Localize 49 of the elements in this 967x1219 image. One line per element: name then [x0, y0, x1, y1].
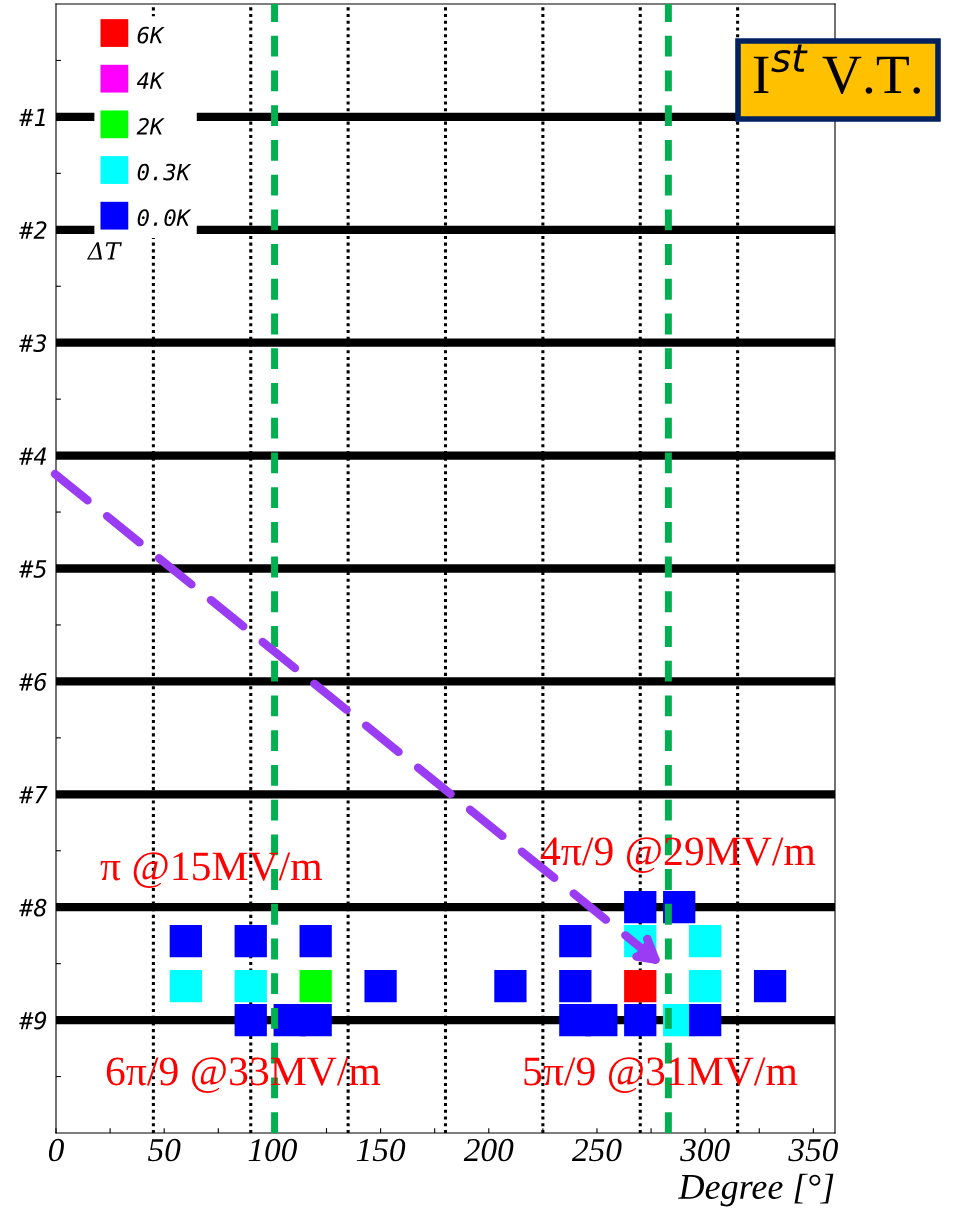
- point: [494, 970, 527, 1003]
- y-tick-label: #1: [19, 108, 45, 126]
- point: [234, 924, 267, 958]
- point: [299, 970, 332, 1003]
- y-tick-label: #7: [19, 786, 48, 804]
- annotation: 4π/9 @29MV/m: [540, 837, 816, 873]
- point: [624, 891, 657, 924]
- x-tick-label: 50: [148, 1138, 181, 1162]
- legend-label: 6K: [137, 26, 165, 44]
- y-tick-label: #4: [19, 447, 46, 465]
- x-tick-label: 150: [356, 1138, 406, 1162]
- x-tick-label: 350: [788, 1138, 838, 1162]
- x-tick-label: 0: [48, 1138, 64, 1162]
- legend-label: 0.0K: [137, 209, 192, 227]
- point: [689, 924, 722, 958]
- point: [299, 1003, 332, 1037]
- point: [753, 970, 787, 1003]
- x-tick-label: 100: [248, 1138, 297, 1162]
- y-tick-label: #9: [19, 1011, 47, 1030]
- point: [169, 924, 202, 958]
- annotation: π @15MV/m: [100, 852, 322, 888]
- x-axis-title: Degree [°]: [678, 1173, 834, 1207]
- y-tick-label: #3: [19, 334, 47, 353]
- point: [364, 970, 397, 1003]
- point: [689, 970, 722, 1003]
- y-tick-label: #5: [19, 560, 47, 578]
- point: [234, 970, 267, 1003]
- point: [559, 970, 592, 1003]
- y-tick-label: #2: [19, 221, 47, 239]
- text: I$^{st}$ V.T.: [753, 44, 921, 94]
- annotation: 6π/9 @33MV/m: [106, 1057, 381, 1093]
- point: [559, 924, 592, 958]
- point: [624, 970, 657, 1003]
- y-tick-label: #8: [19, 898, 47, 917]
- x-tick-label: 300: [680, 1138, 730, 1162]
- x-tick-label: 200: [463, 1138, 514, 1162]
- y-tick-label: #6: [19, 672, 47, 691]
- legend-label: 2K: [136, 117, 165, 135]
- point: [169, 970, 202, 1003]
- legend-label: 4K: [136, 72, 165, 89]
- point: [299, 924, 332, 958]
- point: [585, 1003, 618, 1037]
- annotation: 5π/9 @31MV/m: [524, 1057, 798, 1093]
- point: [624, 1003, 657, 1037]
- x-tick-label: 250: [571, 1138, 622, 1162]
- legend-label: 0.3K: [137, 163, 192, 181]
- legend-title: ΔT: [86, 242, 122, 260]
- point: [234, 1003, 267, 1037]
- point: [689, 1003, 722, 1037]
